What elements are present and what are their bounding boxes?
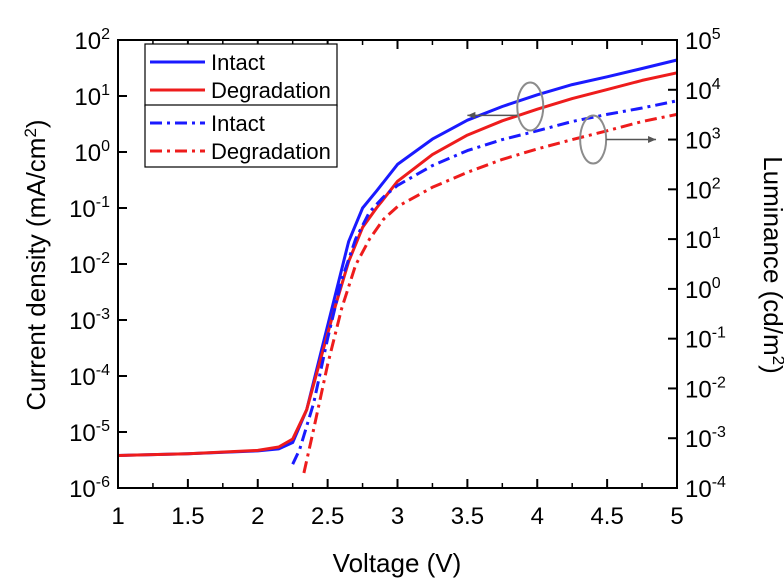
y-left-tick-label-exp: 2 [101,26,110,43]
legend-label: Intact [211,111,265,136]
y-right-tick-label-exp: -4 [712,474,726,491]
y-right-tick-label-base: 10 [685,177,712,204]
y-right-tick-label-base: 10 [685,28,712,55]
y-right-tick-label: 10-3 [685,424,726,453]
y-right-tick-label-exp: -3 [712,424,726,441]
y-right-tick-label-exp: 0 [712,275,721,292]
y-right-tick-label-exp: 2 [712,175,721,192]
y-left-tick-label-exp: -2 [96,250,110,267]
y-right-tick-label-base: 10 [685,227,712,254]
y-right-axis-title: Luminance (cd/m2) [758,156,784,374]
x-tick-label: 2.5 [311,503,344,530]
y-right-tick-label: 102 [685,175,721,204]
axes-layer: 1 1.5 2 2.5 3 3.5 4 4.5 510-610-510-410-310-210-… [69,26,726,530]
y-left-tick-label: 100 [74,138,110,167]
callout-arrow-head [467,111,476,119]
x-tick-label: 5 [670,503,683,530]
y-left-tick-label: 10-1 [69,194,110,223]
x-tick-label: 3 [391,503,404,530]
x-tick-label: 3.5 [451,503,484,530]
y-left-tick-label-exp: 1 [101,82,110,99]
y-left-tick-label-base: 10 [74,140,101,167]
y-left-axis-title-main: Current density (mA/cm [21,138,51,411]
y-right-tick-label-base: 10 [685,277,712,304]
series-line-left-solid-1 [117,71,678,457]
legend-label: Intact [211,50,265,75]
y-left-tick-label-base: 10 [69,252,96,279]
y-left-tick-label-base: 10 [69,196,96,223]
y-left-tick-label: 101 [74,82,110,111]
x-tick-label: 1.5 [171,503,204,530]
y-left-tick-label-exp: -1 [96,194,110,211]
y-left-tick-label-exp: -4 [96,362,110,379]
y-right-axis-title-sup: 2 [769,356,784,365]
y-right-tick-label-exp: 1 [712,225,721,242]
y-right-tick-label: 10-1 [685,325,726,354]
x-tick-label: 1 [111,503,124,530]
callout-arrow-head [648,136,657,144]
y-left-tick-label-base: 10 [69,364,96,391]
y-right-tick-label-base: 10 [685,78,712,105]
y-right-tick-label-exp: 4 [712,76,721,93]
annotation-layer [467,81,657,165]
y-left-tick-label: 10-3 [69,306,110,335]
x-axis-title: Voltage (V) [333,548,462,578]
y-left-tick-label-base: 10 [74,84,101,111]
y-right-axis-title-main: Luminance (cd/m [758,156,784,355]
y-left-tick-label-base: 10 [69,420,96,447]
y-right-tick-label: 10-2 [685,374,726,403]
legend-label: Degradation [211,139,331,164]
y-right-tick-label-base: 10 [685,476,712,503]
y-left-axis-title-sup: 2 [21,128,40,137]
series-line-right-dashdot-3 [302,112,678,474]
y-left-tick-label-base: 10 [69,476,96,503]
y-right-tick-label-base: 10 [685,376,712,403]
legend-label: Degradation [211,78,331,103]
y-right-tick-label-exp: 3 [712,126,721,143]
y-right-tick-label: 105 [685,26,721,55]
x-tick-label: 2 [251,503,264,530]
legend-box-1 [144,104,338,168]
series-line-right-dashdot-2 [291,99,678,465]
y-right-tick-label: 10-4 [685,474,726,503]
y-right-tick-label-base: 10 [685,128,712,155]
y-right-tick-label: 100 [685,275,721,304]
callout-ellipse [516,81,545,132]
y-left-tick-label: 10-6 [69,474,110,503]
y-left-axis-title: Current density (mA/cm2) [21,119,51,410]
y-left-tick-label-base: 10 [74,28,101,55]
y-left-tick-label-exp: -5 [96,418,110,435]
y-left-tick-label: 10-5 [69,418,110,447]
y-right-tick-label-exp: 5 [712,26,721,43]
y-left-axis-title-close: ) [21,119,51,128]
y-right-tick-label: 101 [685,225,721,254]
series-layer [117,58,678,474]
y-left-tick-label-base: 10 [69,308,96,335]
y-right-tick-label: 104 [685,76,721,105]
y-right-tick-label-base: 10 [685,426,712,453]
y-left-tick-label-exp: -6 [96,474,110,491]
y-left-tick-label: 10-4 [69,362,110,391]
y-left-tick-label: 102 [74,26,110,55]
y-right-tick-label-base: 10 [685,327,712,354]
x-tick-label: 4.5 [590,503,623,530]
legend-box-0 [144,43,338,107]
y-right-tick-label-exp: -2 [712,374,726,391]
y-left-tick-label-exp: 0 [101,138,110,155]
y-left-tick-label-exp: -3 [96,306,110,323]
y-left-tick-label: 10-2 [69,250,110,279]
y-right-tick-label: 103 [685,126,721,155]
y-right-axis-title-close: ) [758,365,784,374]
y-right-tick-label-exp: -1 [712,325,726,342]
x-tick-label: 4 [531,503,544,530]
series-line-left-solid-0 [117,58,678,457]
legend-layer: Intact Degradation Intact Degradation [144,43,338,168]
